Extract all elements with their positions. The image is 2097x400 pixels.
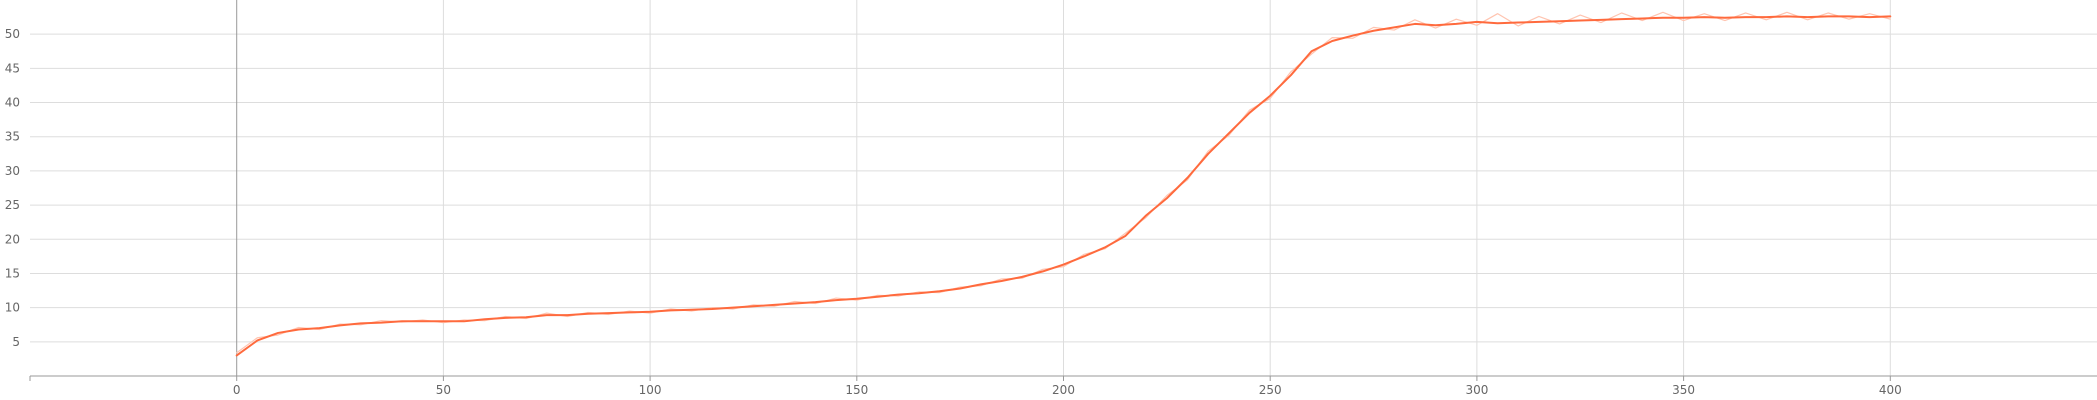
x-tick-label: 0: [233, 383, 241, 397]
y-tick-label: 35: [5, 130, 20, 144]
x-tick-label: 350: [1672, 383, 1695, 397]
x-tick-label: 150: [845, 383, 868, 397]
y-tick-label: 25: [5, 198, 20, 212]
y-tick-label: 10: [5, 301, 20, 315]
y-tick-label: 30: [5, 164, 20, 178]
grid: [30, 0, 2097, 376]
tick-labels: 5 10 15 20 25 30 35 40 45 50 0 50 100 150 200 250 300 350…: [5, 27, 1902, 397]
smoothed-series-line: [235, 15, 1892, 357]
x-tick-label: 300: [1465, 383, 1488, 397]
y-tick-label: 50: [5, 27, 20, 41]
y-tick-label: 45: [5, 61, 20, 75]
x-tick-label: 100: [639, 383, 662, 397]
series-lines: [235, 11, 1892, 357]
x-tick-label: 50: [436, 383, 451, 397]
x-tick-label: 200: [1052, 383, 1075, 397]
y-tick-label: 5: [12, 335, 20, 349]
axes: [29, 375, 2097, 381]
y-tick-label: 40: [5, 96, 20, 110]
y-tick-label: 15: [5, 266, 20, 280]
y-tick-label: 20: [5, 232, 20, 246]
x-tick-label: 250: [1259, 383, 1282, 397]
x-tick-label: 400: [1879, 383, 1902, 397]
